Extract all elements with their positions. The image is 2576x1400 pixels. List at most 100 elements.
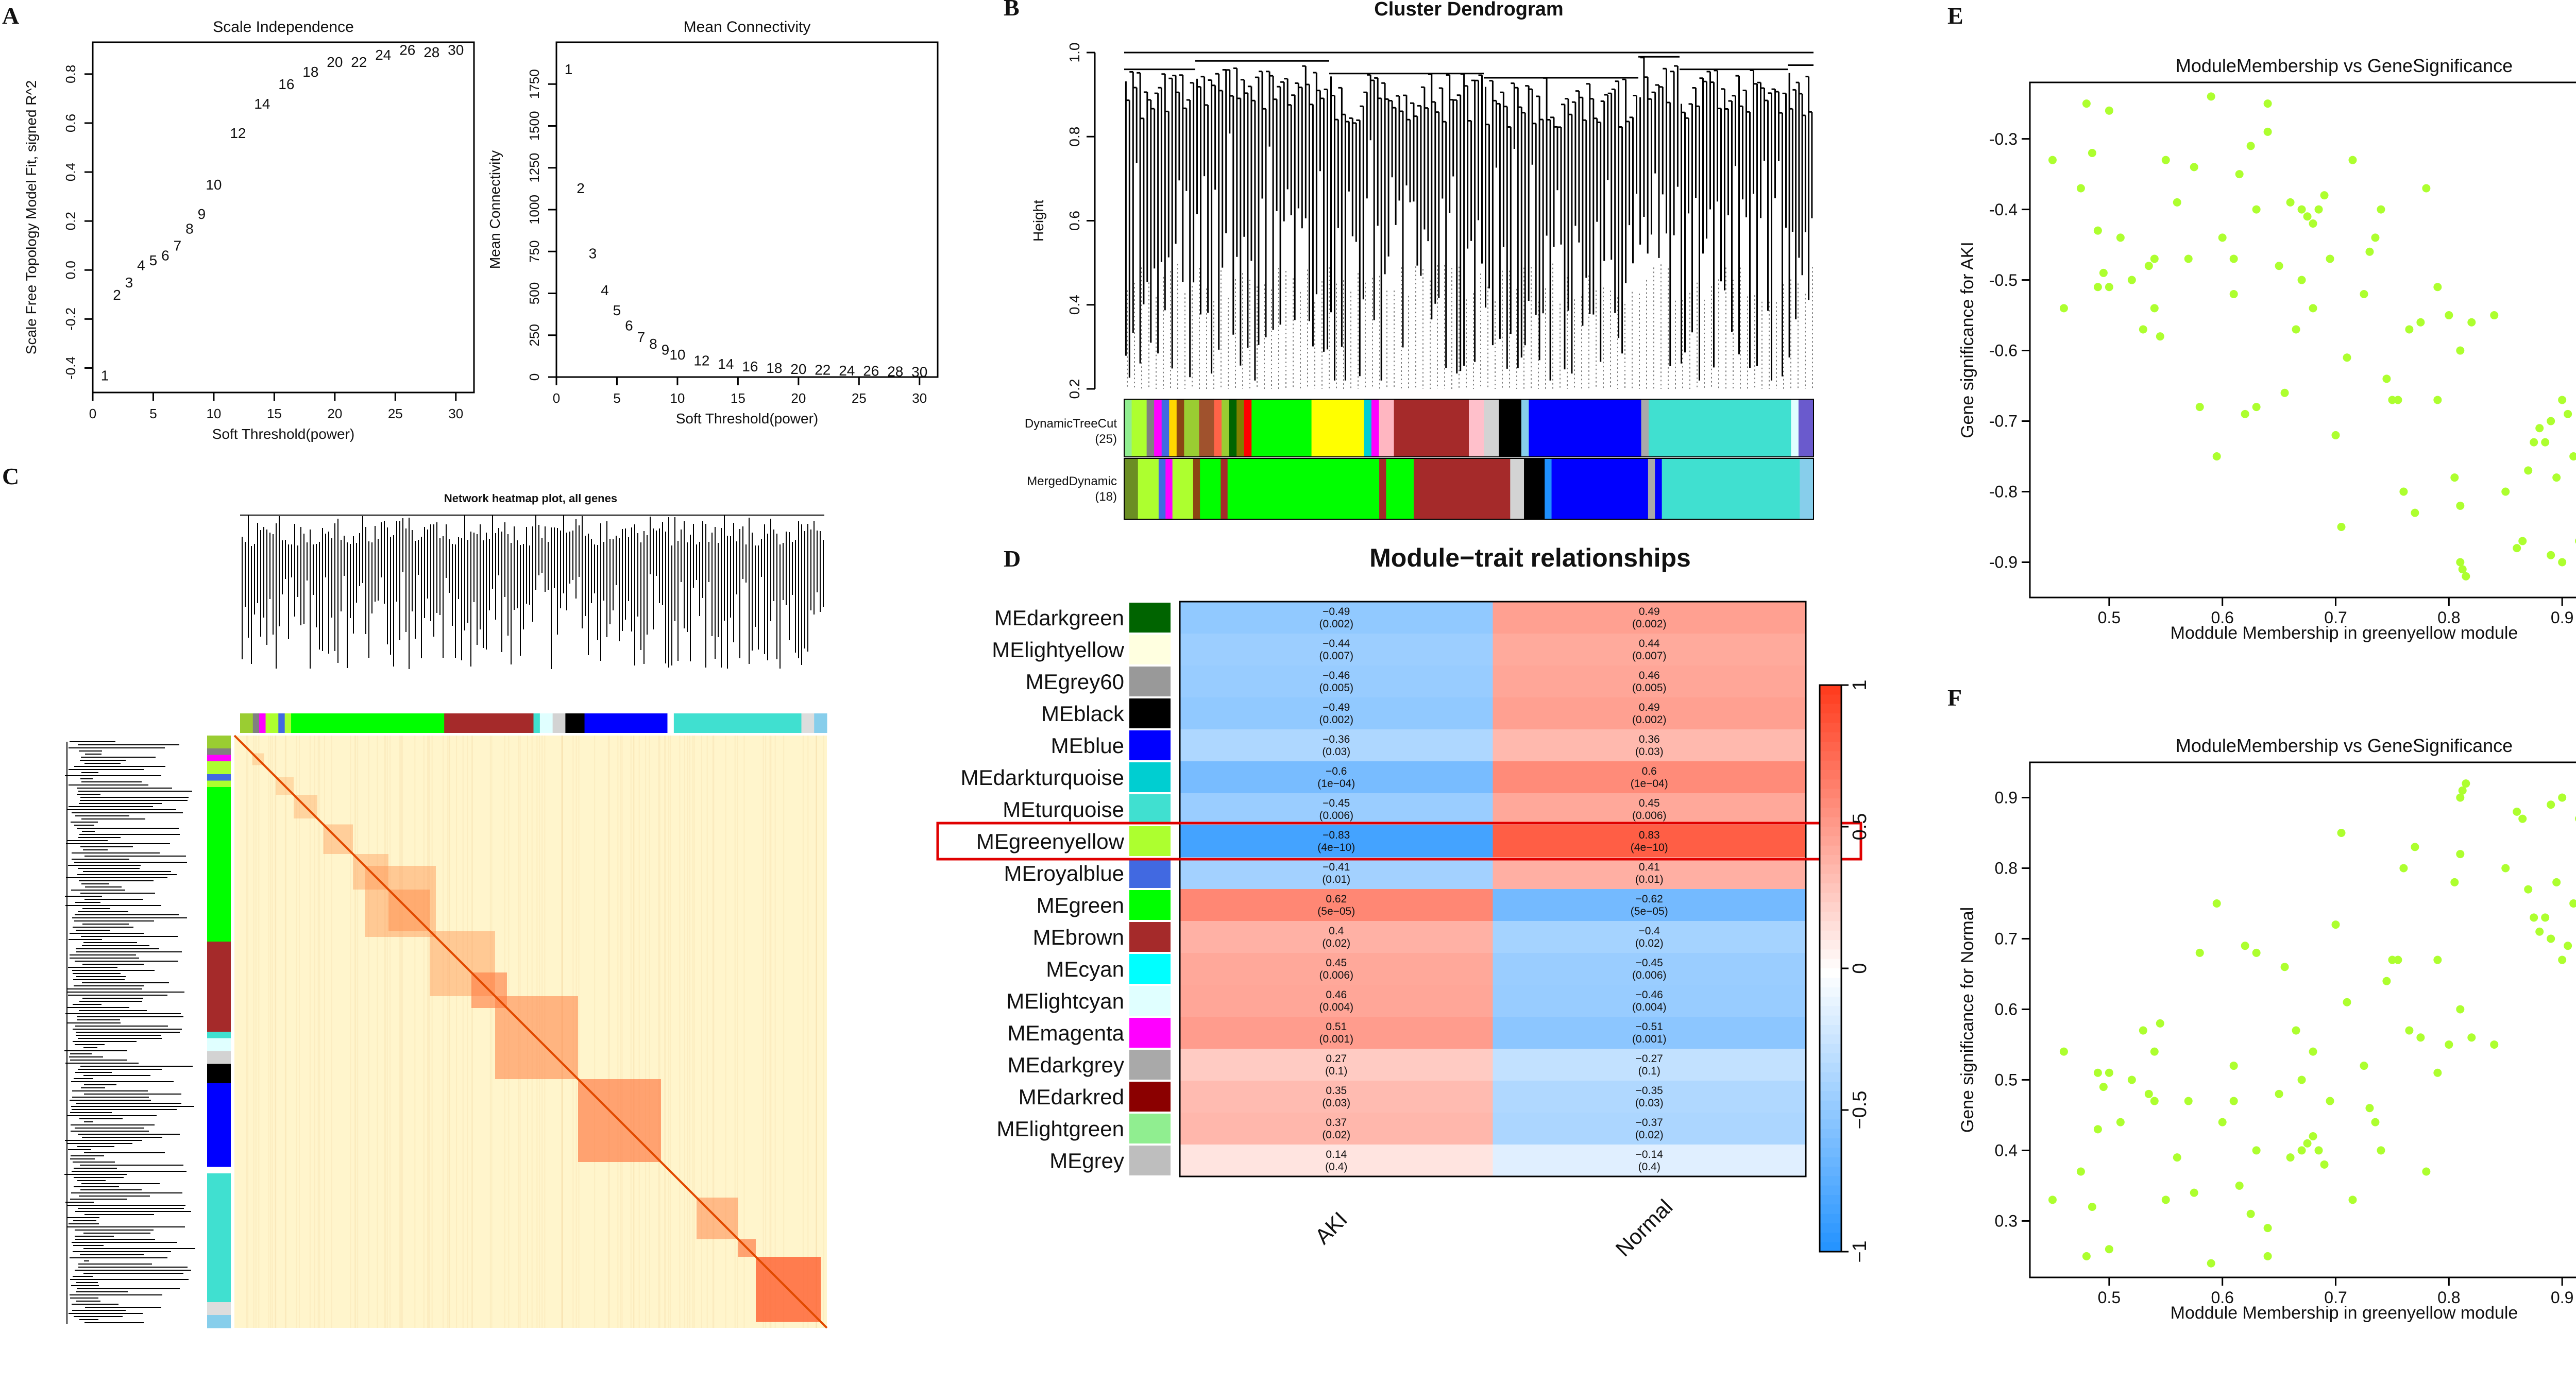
heatmap-cell bbox=[1493, 857, 1806, 889]
panel-letter-c: C bbox=[2, 463, 19, 489]
y-axis-label: Gene significance for Normal bbox=[1958, 907, 1977, 1133]
dynamic-tree-cut-segment bbox=[1469, 399, 1484, 457]
cell-pvalue: (0.02) bbox=[1635, 1129, 1664, 1141]
panel-letter-f: F bbox=[1947, 685, 1962, 711]
data-point-label: 9 bbox=[198, 206, 206, 222]
cell-pvalue: (0.01) bbox=[1635, 874, 1664, 885]
tom-texture-line bbox=[414, 736, 416, 1328]
y-axis-label: Mean Connectivity bbox=[487, 150, 503, 269]
data-point bbox=[2416, 318, 2425, 327]
tom-texture-line bbox=[737, 736, 738, 1328]
y-tick-label: -0.8 bbox=[1989, 483, 2018, 501]
y-tick-label: 1.0 bbox=[1066, 43, 1082, 63]
data-point bbox=[2331, 920, 2340, 929]
cell-pvalue: (0.006) bbox=[1632, 810, 1667, 822]
tom-texture-line bbox=[400, 736, 401, 1328]
data-point bbox=[2286, 198, 2295, 207]
data-point bbox=[2127, 1075, 2136, 1084]
y-tick-label: 0.4 bbox=[1066, 295, 1082, 315]
module-color-top bbox=[667, 713, 674, 733]
cell-value: 0.51 bbox=[1326, 1021, 1347, 1033]
tom-texture-line bbox=[621, 736, 623, 1328]
heatmap-cell bbox=[1180, 665, 1493, 697]
data-point bbox=[2048, 1196, 2057, 1204]
cell-value: −0.46 bbox=[1636, 989, 1663, 1001]
colorbar-step bbox=[1820, 1167, 1841, 1177]
data-point bbox=[2088, 1203, 2096, 1211]
x-tick-label: 0.5 bbox=[2098, 608, 2121, 627]
data-point bbox=[2252, 1146, 2261, 1155]
tom-texture-line bbox=[429, 736, 430, 1328]
data-point bbox=[2501, 487, 2510, 496]
heatmap-frame bbox=[1179, 601, 1807, 1177]
x-tick-label: 0.7 bbox=[2324, 1288, 2347, 1307]
data-point bbox=[2564, 942, 2572, 950]
colorbar-step bbox=[1820, 1025, 1841, 1035]
module-swatch bbox=[1129, 730, 1171, 760]
tom-texture-line bbox=[285, 736, 287, 1328]
dynamic-tree-cut-segment bbox=[1146, 399, 1155, 457]
data-point bbox=[2513, 807, 2521, 816]
x-tick-label: 30 bbox=[448, 406, 463, 421]
data-point bbox=[2116, 1118, 2125, 1126]
tom-texture-line bbox=[607, 736, 609, 1328]
data-point bbox=[2365, 247, 2374, 256]
y-tick-label: 0.8 bbox=[63, 65, 78, 83]
colorbar-step bbox=[1820, 893, 1841, 903]
cell-pvalue: (0.001) bbox=[1632, 1033, 1667, 1045]
data-point bbox=[2156, 332, 2164, 341]
cell-pvalue: (0.02) bbox=[1322, 937, 1350, 949]
data-point bbox=[2405, 325, 2414, 334]
module-trait-heatmap: Module−trait relationships MEdarkgreen −0.… bbox=[936, 543, 1871, 1263]
cell-value: −0.49 bbox=[1323, 702, 1350, 713]
module-color-side bbox=[207, 1038, 231, 1051]
cell-value: −0.62 bbox=[1636, 893, 1663, 905]
data-point bbox=[2394, 955, 2402, 964]
data-point bbox=[2127, 276, 2136, 284]
cell-pvalue: (0.006) bbox=[1319, 969, 1353, 981]
heatmap-cell bbox=[1493, 1049, 1806, 1081]
data-point-label: 12 bbox=[230, 125, 246, 141]
data-point bbox=[2462, 572, 2470, 581]
heatmap-cell bbox=[1180, 889, 1493, 921]
tom-texture-line bbox=[462, 736, 464, 1328]
module-color-side bbox=[207, 1064, 231, 1084]
y-tick-label: 0.6 bbox=[63, 114, 78, 132]
data-point bbox=[2235, 1181, 2244, 1190]
dynamic-tree-cut-segment bbox=[1649, 399, 1791, 457]
module-swatch bbox=[1129, 922, 1171, 952]
data-point bbox=[2263, 1252, 2272, 1260]
data-point-label: 10 bbox=[669, 347, 685, 363]
heatmap-cell bbox=[1180, 634, 1493, 665]
cell-value: 0.41 bbox=[1639, 861, 1660, 873]
module-label: MEgrey60 bbox=[1026, 670, 1124, 694]
data-point bbox=[2076, 184, 2085, 193]
data-point bbox=[2207, 92, 2215, 101]
tom-texture-line bbox=[471, 736, 473, 1328]
data-point bbox=[2456, 793, 2465, 802]
tom-texture-line bbox=[275, 736, 277, 1328]
colorbar-step bbox=[1820, 1157, 1841, 1167]
colorbar-step bbox=[1820, 808, 1841, 818]
heatmap-cell bbox=[1493, 889, 1806, 921]
heatmap-cell bbox=[1493, 953, 1806, 985]
data-point bbox=[2535, 424, 2544, 433]
data-point bbox=[2337, 523, 2346, 532]
cell-value: −0.44 bbox=[1323, 638, 1350, 650]
dynamic-tree-cut-segment bbox=[1529, 399, 1641, 457]
dynamic-tree-cut-segment bbox=[1484, 399, 1499, 457]
tom-texture-line bbox=[428, 736, 430, 1328]
module-color-top bbox=[565, 713, 585, 733]
x-tick-label: 0.9 bbox=[2551, 1288, 2573, 1307]
module-swatch bbox=[1129, 603, 1171, 633]
dynamic-tree-cut-segment bbox=[1184, 399, 1199, 457]
data-point bbox=[2088, 148, 2096, 157]
tom-texture-line bbox=[427, 736, 428, 1328]
module-color-side bbox=[207, 748, 231, 755]
data-point bbox=[2229, 1062, 2238, 1070]
data-point bbox=[2360, 1062, 2368, 1070]
module-color-side bbox=[207, 1167, 231, 1174]
y-axis-label: Gene significance for AKI bbox=[1958, 242, 1977, 438]
colorbar-step bbox=[1820, 1176, 1841, 1186]
data-point-label: 28 bbox=[887, 364, 903, 380]
